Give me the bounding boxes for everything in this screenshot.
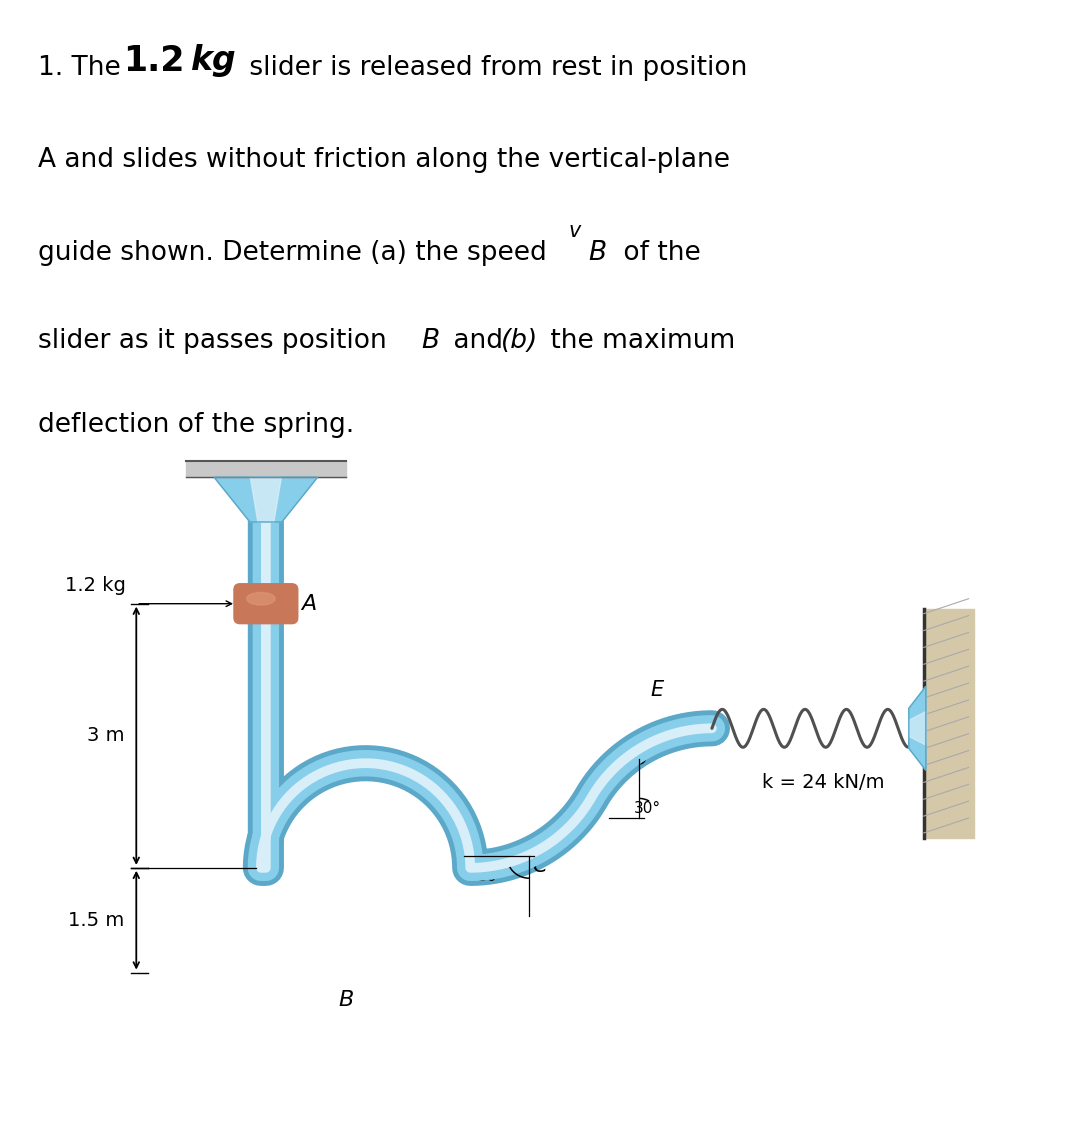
Text: 30°: 30° <box>634 802 661 816</box>
Text: E: E <box>650 680 664 700</box>
Text: deflection of the spring.: deflection of the spring. <box>38 413 354 438</box>
Text: C: C <box>532 856 546 875</box>
Text: v: v <box>568 221 580 241</box>
Text: B: B <box>589 240 607 266</box>
Text: 1.2 kg: 1.2 kg <box>66 576 126 596</box>
Text: 1.5 m: 1.5 m <box>68 911 124 930</box>
Text: A and slides without friction along the vertical-plane: A and slides without friction along the … <box>38 147 730 173</box>
Polygon shape <box>909 687 926 770</box>
Ellipse shape <box>246 592 275 605</box>
Text: 1. The: 1. The <box>38 55 129 81</box>
Text: B: B <box>421 329 440 354</box>
Text: of the: of the <box>615 240 700 266</box>
Polygon shape <box>909 712 926 745</box>
Text: (b): (b) <box>501 329 538 354</box>
Text: D: D <box>631 748 647 769</box>
Text: slider is released from rest in position: slider is released from rest in position <box>241 55 747 81</box>
Polygon shape <box>251 478 282 522</box>
Text: kg: kg <box>191 44 237 77</box>
Text: 1.2: 1.2 <box>123 44 185 78</box>
Text: B: B <box>338 990 353 1011</box>
Text: slider as it passes position: slider as it passes position <box>38 329 395 354</box>
Text: the maximum: the maximum <box>542 329 735 354</box>
Polygon shape <box>186 462 346 478</box>
Text: 3 m: 3 m <box>86 727 124 745</box>
Text: 30°: 30° <box>477 869 504 883</box>
Text: A: A <box>300 594 316 614</box>
Text: guide shown. Determine (a) the speed: guide shown. Determine (a) the speed <box>38 240 555 266</box>
Text: k = 24 kN/m: k = 24 kN/m <box>761 773 885 792</box>
Text: and: and <box>445 329 511 354</box>
FancyBboxPatch shape <box>234 583 298 623</box>
Polygon shape <box>214 478 318 522</box>
